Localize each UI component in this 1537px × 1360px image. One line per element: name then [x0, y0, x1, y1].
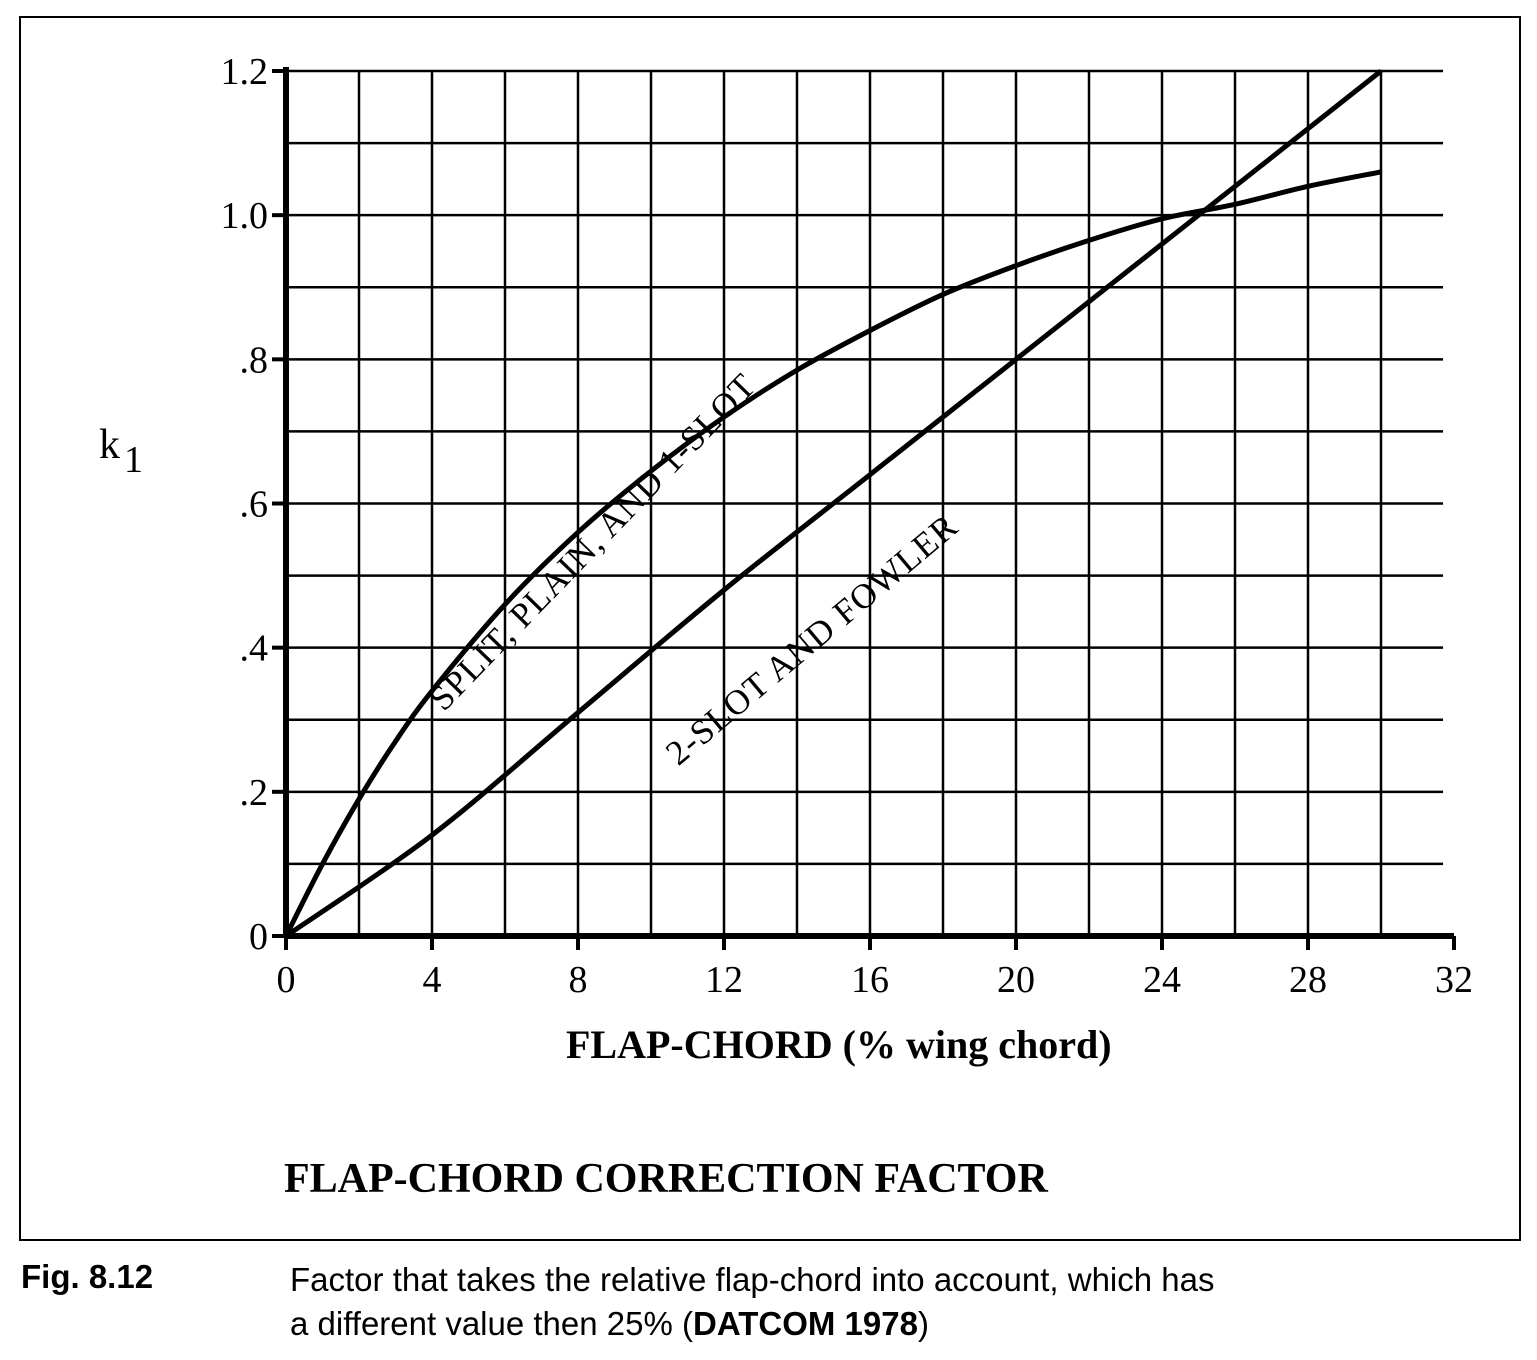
- tick-labels: 0 4 8 12 16 20 24 28 32 0 .2 .4 .6 .8 1.0 1.2: [221, 51, 1474, 1001]
- caption-line-2-prefix: a different value then 25% (: [290, 1305, 693, 1342]
- x-axis-label: FLAP-CHORD (% wing chord): [566, 1022, 1112, 1067]
- axes: [272, 67, 1456, 950]
- series-line-1: [284, 69, 1383, 939]
- y-tick-label: .4: [240, 628, 269, 670]
- series-lines: [283, 69, 1383, 939]
- figure-caption: Fig. 8.12 Factor that takes the relative…: [19, 1258, 1519, 1358]
- y-tick-label: .2: [240, 772, 269, 814]
- x-tick-label: 4: [423, 959, 442, 1001]
- x-tick-label: 8: [569, 959, 588, 1001]
- chart: 0 4 8 12 16 20 24 28 32 0 .2 .4 .6 .8 1.0 1.2 SPLIT, PL…: [99, 51, 1474, 1202]
- y-axis-label-main: k: [99, 422, 120, 468]
- caption-line-2-suffix: ): [917, 1305, 929, 1342]
- y-tick-label: 0: [249, 916, 268, 958]
- caption-line-1: Factor that takes the relative flap-chor…: [290, 1261, 1215, 1298]
- grid: [286, 69, 1444, 936]
- y-tick-label: .8: [240, 339, 269, 381]
- chart-title: FLAP-CHORD CORRECTION FACTOR: [284, 1156, 1048, 1202]
- x-tick-label: 16: [851, 959, 889, 1001]
- figure-caption-text: Factor that takes the relative flap-chor…: [290, 1258, 1490, 1346]
- x-tick-label: 20: [997, 959, 1035, 1001]
- x-tick-label: 12: [705, 959, 743, 1001]
- caption-line-2: a different value then 25% (DATCOM 1978): [290, 1302, 1490, 1346]
- series-label-2slot-fowler: 2-SLOT AND FOWLER: [658, 506, 965, 773]
- figure-number: Fig. 8.12: [21, 1258, 154, 1295]
- y-tick-label: 1.0: [221, 195, 269, 237]
- y-axis-label-subscript: 1: [124, 439, 143, 481]
- x-tick-label: 0: [277, 959, 296, 1001]
- y-tick-label: 1.2: [221, 51, 269, 93]
- figure-frame: 0 4 8 12 16 20 24 28 32 0 .2 .4 .6 .8 1.0 1.2 SPLIT, PL…: [19, 16, 1521, 1241]
- x-tick-label: 28: [1289, 959, 1327, 1001]
- x-tick-label: 32: [1435, 959, 1473, 1001]
- x-tick-label: 24: [1143, 959, 1181, 1001]
- caption-source: DATCOM 1978: [693, 1305, 918, 1342]
- series-label-split-plain-1slot: SPLIT, PLAIN, AND 1-SLOT: [422, 366, 764, 718]
- y-tick-label: .6: [240, 484, 269, 526]
- series-line-0: [283, 169, 1382, 938]
